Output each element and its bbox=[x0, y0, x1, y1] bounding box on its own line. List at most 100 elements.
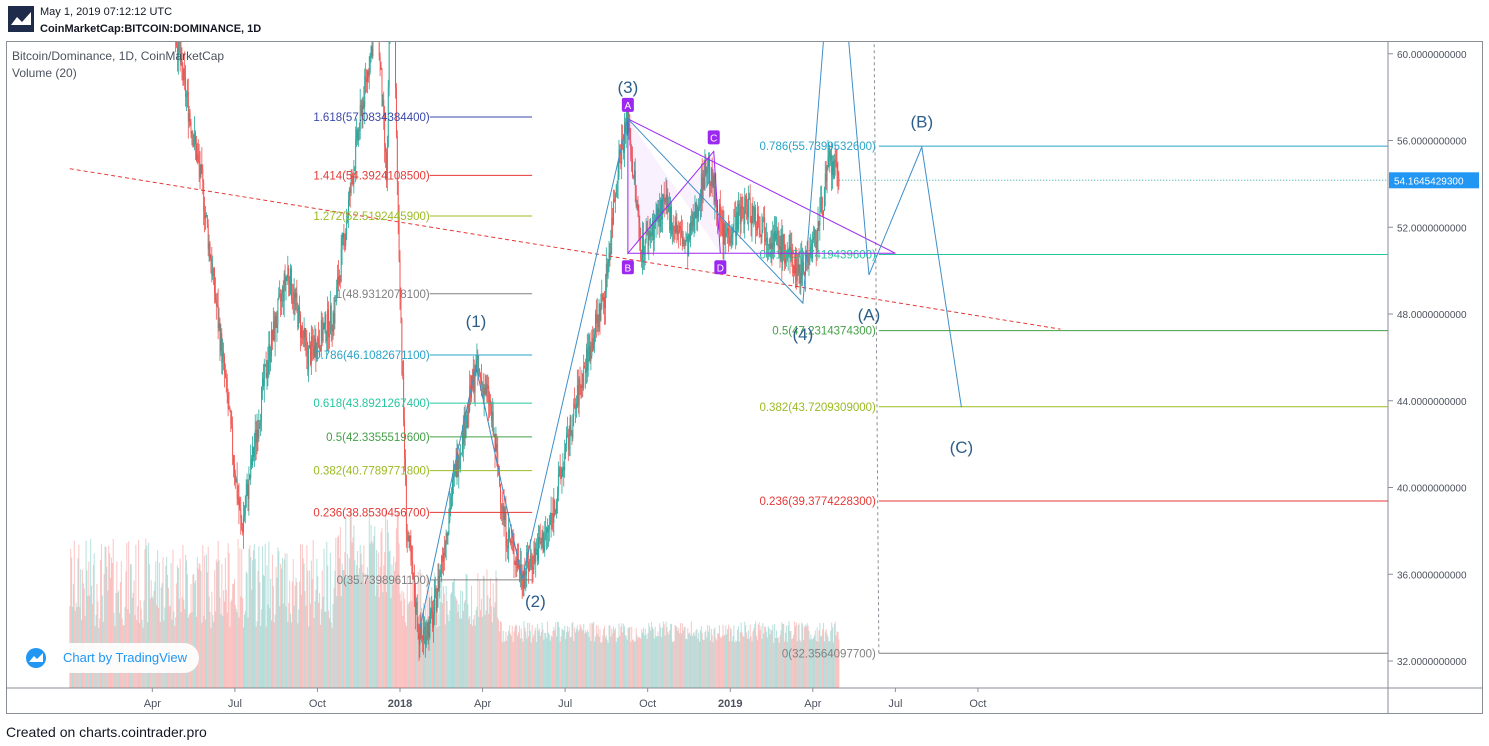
volume-bar bbox=[343, 570, 345, 688]
volume-bar bbox=[366, 580, 368, 688]
volume-bar bbox=[299, 544, 302, 688]
candle-body bbox=[804, 271, 805, 276]
candle-body bbox=[526, 552, 528, 574]
volume-bar bbox=[410, 581, 412, 688]
candle-body bbox=[367, 70, 368, 83]
candle-body bbox=[579, 379, 581, 386]
candle-body bbox=[249, 474, 251, 479]
candle-body bbox=[828, 150, 830, 157]
volume-bar bbox=[389, 550, 391, 688]
volume-bar bbox=[640, 638, 642, 688]
candle-body bbox=[423, 629, 425, 641]
wave-label: (2) bbox=[525, 592, 546, 611]
volume-bar bbox=[438, 625, 440, 688]
candle-body bbox=[468, 403, 470, 411]
candle-body bbox=[495, 444, 497, 452]
volume-bar bbox=[651, 627, 654, 688]
volume-bar bbox=[182, 544, 184, 688]
candle-body bbox=[562, 466, 564, 470]
candle-body bbox=[208, 243, 210, 249]
volume-bar bbox=[529, 630, 531, 688]
volume-bar bbox=[385, 510, 387, 688]
candle-body bbox=[731, 233, 733, 238]
volume-bar bbox=[566, 626, 568, 688]
harmonic-point-label: D bbox=[717, 263, 724, 274]
candle-body bbox=[587, 348, 589, 371]
volume-bar bbox=[699, 630, 701, 688]
candle-body bbox=[689, 234, 691, 240]
candle-body bbox=[733, 215, 735, 233]
volume-bar bbox=[642, 627, 644, 688]
candle-body bbox=[709, 157, 710, 184]
fib-extension-left[interactable]: 4(88.5051429100)3.618(83.4660618400)3.41… bbox=[313, 0, 533, 587]
candle-body bbox=[661, 198, 663, 220]
volume-bar bbox=[793, 634, 795, 688]
fib-level-label: 1.272(52.5192445900) bbox=[313, 211, 430, 223]
volume-bar bbox=[361, 564, 363, 688]
volume-bar bbox=[252, 550, 255, 688]
candle-body bbox=[450, 507, 452, 509]
candle-body bbox=[575, 406, 577, 410]
candle-body bbox=[834, 159, 836, 164]
volume-bar bbox=[261, 609, 263, 688]
volume-bar bbox=[698, 641, 701, 688]
tradingview-watermark[interactable]: Chart by TradingView bbox=[19, 643, 199, 673]
fib-level-label: 2(62.1225195100) bbox=[336, 3, 430, 15]
candle-body bbox=[775, 233, 777, 240]
fib-extension-right[interactable]: 1.618(80.4919993000)1.414(74.4229880100)… bbox=[759, 0, 1388, 660]
volume-bar bbox=[567, 631, 569, 688]
volume-bar bbox=[210, 627, 212, 688]
volume-bar bbox=[181, 597, 183, 688]
candle-body bbox=[211, 263, 213, 277]
volume-bar bbox=[723, 635, 725, 688]
candle-body bbox=[383, 99, 385, 117]
volume-bar bbox=[622, 632, 624, 688]
volume-bar bbox=[598, 636, 600, 688]
candle-body bbox=[681, 235, 683, 247]
volume-bar bbox=[303, 563, 305, 688]
volume-bar bbox=[504, 640, 506, 688]
volume-bar bbox=[616, 637, 618, 688]
candle-body bbox=[453, 469, 455, 475]
candle-body bbox=[239, 508, 241, 510]
candle-body bbox=[273, 321, 275, 341]
volume-bar bbox=[786, 641, 788, 688]
volume-bar bbox=[345, 516, 347, 688]
volume-bar bbox=[413, 575, 415, 688]
volume-bar bbox=[326, 541, 328, 688]
elliott-wave[interactable]: (1)(2)(3)(4)(5)(A)(B)(C) bbox=[419, 0, 973, 629]
candle-body bbox=[807, 252, 809, 263]
volume-bar bbox=[711, 634, 713, 688]
candle-body bbox=[563, 466, 565, 471]
volume-bar bbox=[131, 597, 133, 688]
candle-body bbox=[783, 234, 785, 245]
volume-bar bbox=[494, 602, 496, 688]
volume-bar bbox=[445, 585, 447, 688]
volume-bar bbox=[218, 560, 220, 688]
candle-body bbox=[582, 373, 584, 389]
volume-bar bbox=[810, 634, 812, 688]
volume-bar bbox=[585, 632, 587, 688]
dashed-trendline[interactable] bbox=[69, 168, 1061, 330]
volume-bar bbox=[816, 627, 818, 688]
volume-bar bbox=[223, 601, 226, 688]
volume-bar bbox=[605, 635, 607, 688]
volume-bar bbox=[578, 629, 580, 688]
volume-bar bbox=[442, 603, 444, 688]
candle-body bbox=[466, 416, 468, 427]
volume-bar bbox=[625, 636, 627, 688]
candle-body bbox=[333, 313, 335, 324]
fib-level-label: 0.5(42.3355519600) bbox=[326, 432, 430, 444]
candle-body bbox=[507, 547, 509, 549]
volume-bar bbox=[443, 593, 445, 688]
volume-bar bbox=[485, 610, 487, 688]
candle-body bbox=[818, 221, 820, 226]
candle-body bbox=[306, 341, 308, 356]
volume-bar bbox=[458, 604, 460, 688]
volume-bar bbox=[478, 616, 480, 688]
candle-body bbox=[401, 318, 403, 362]
candle-body bbox=[250, 458, 252, 479]
candle-body bbox=[538, 536, 540, 541]
